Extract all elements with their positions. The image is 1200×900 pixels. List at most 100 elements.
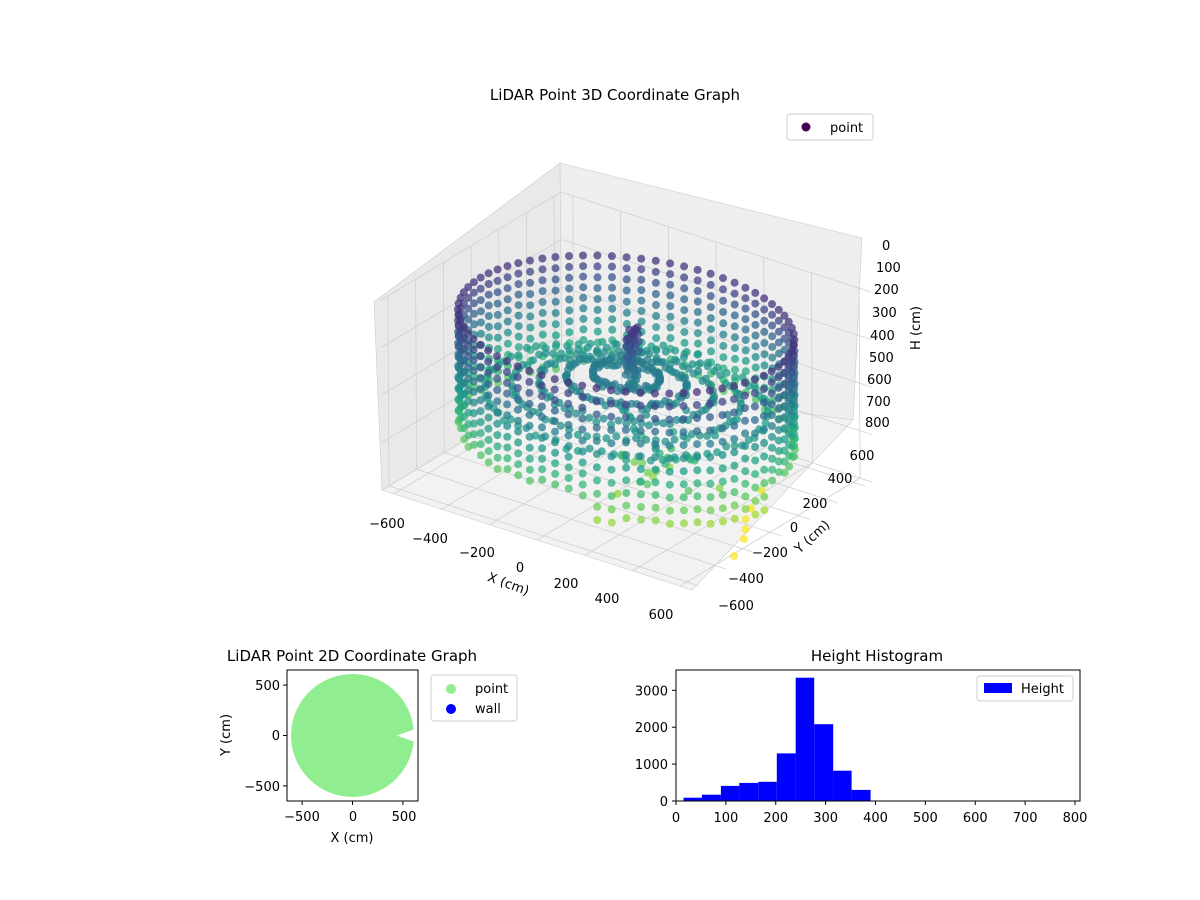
point-marker: [768, 465, 777, 474]
tick-labels-hist: 0 100 200 300 400 500 600 700 800 0 1000 2000 3000: [635, 684, 1088, 826]
point-marker: [470, 440, 479, 449]
point-marker: [484, 322, 493, 331]
point-marker: [665, 467, 674, 476]
point-marker: [593, 251, 602, 260]
point-marker: [731, 365, 739, 374]
point-marker: [693, 427, 702, 436]
point-marker: [768, 353, 777, 362]
point-marker: [741, 505, 750, 513]
point-marker: [564, 378, 573, 387]
point-marker: [730, 381, 738, 390]
point-marker: [551, 438, 559, 447]
point-marker: [484, 290, 493, 299]
point-marker: [768, 310, 777, 319]
point-marker: [592, 463, 601, 472]
point-marker: [493, 419, 502, 428]
point-marker: [666, 259, 675, 268]
point-marker: [503, 295, 512, 304]
point-marker: [693, 329, 702, 338]
z-tick-label: 600: [867, 373, 892, 388]
point-marker: [493, 299, 502, 308]
point-marker: [651, 402, 659, 411]
point-marker: [503, 443, 512, 452]
point-marker: [564, 442, 573, 451]
point-marker: [693, 265, 702, 274]
point-marker: [767, 367, 776, 376]
point-marker: [760, 305, 769, 314]
point-marker: [775, 468, 783, 477]
point-marker: [706, 506, 715, 515]
point-marker: [784, 317, 793, 326]
legend-swatch-height: [984, 683, 1012, 693]
point-marker: [665, 506, 674, 515]
point-marker: [666, 280, 675, 289]
point-marker: [666, 323, 675, 332]
point-marker: [538, 319, 547, 328]
point-marker: [652, 301, 660, 309]
point-marker: [760, 350, 769, 359]
histogram-bar: [739, 782, 759, 801]
point-marker: [741, 325, 750, 334]
point-marker: [741, 283, 750, 292]
point-marker: [476, 440, 485, 449]
point-marker: [592, 423, 601, 432]
point-marker: [592, 348, 601, 356]
point-marker: [564, 389, 573, 398]
histogram-bars: [683, 677, 1076, 801]
point-marker: [741, 304, 750, 313]
point-marker: [579, 314, 588, 323]
point-marker: [705, 386, 714, 395]
point-marker: [774, 373, 783, 382]
point-marker: [607, 426, 616, 434]
point-marker: [525, 454, 534, 463]
point-marker: [637, 515, 646, 524]
point-marker: [651, 267, 660, 276]
point-marker: [484, 269, 493, 278]
point-marker: [525, 377, 534, 386]
point-marker: [751, 288, 760, 297]
point-marker: [525, 465, 534, 474]
point-marker: [578, 469, 587, 478]
point-marker: [741, 492, 750, 501]
point-marker: [706, 269, 715, 278]
point-marker: [579, 272, 588, 281]
point-marker: [551, 448, 560, 457]
point-marker: [706, 314, 715, 323]
point-marker: [484, 447, 493, 456]
point-marker: [774, 338, 783, 347]
point-marker: [768, 332, 777, 341]
point-marker: [538, 254, 547, 263]
point-marker: [484, 357, 493, 366]
point-marker: [551, 331, 560, 340]
point-marker: [599, 414, 608, 423]
point-marker: [622, 419, 631, 428]
point-marker: [476, 385, 485, 393]
point-marker: [666, 302, 675, 311]
point-marker: [780, 369, 789, 377]
point-marker: [484, 346, 493, 355]
point-marker: [550, 375, 559, 384]
point-marker: [514, 280, 523, 289]
point-marker: [693, 505, 702, 514]
point-marker: [476, 340, 485, 349]
point-marker: [666, 270, 675, 279]
point-marker: [636, 452, 645, 461]
point-marker: [730, 552, 739, 561]
point-marker: [693, 518, 702, 527]
y-tick-label-hist: 0: [660, 795, 668, 810]
point-marker: [622, 489, 631, 497]
point-marker: [627, 340, 636, 349]
point-marker: [658, 456, 667, 464]
point-marker: [751, 310, 760, 319]
point-marker: [538, 298, 547, 306]
point-marker: [684, 364, 693, 373]
point-marker: [637, 275, 646, 284]
point-marker: [578, 392, 587, 401]
point-marker: [503, 389, 512, 398]
point-marker: [767, 400, 776, 409]
point-marker: [538, 276, 547, 285]
point-marker: [643, 468, 652, 477]
legend-2d: point wall: [430, 674, 518, 722]
point-marker: [525, 366, 534, 375]
legend-box: [976, 675, 1074, 702]
